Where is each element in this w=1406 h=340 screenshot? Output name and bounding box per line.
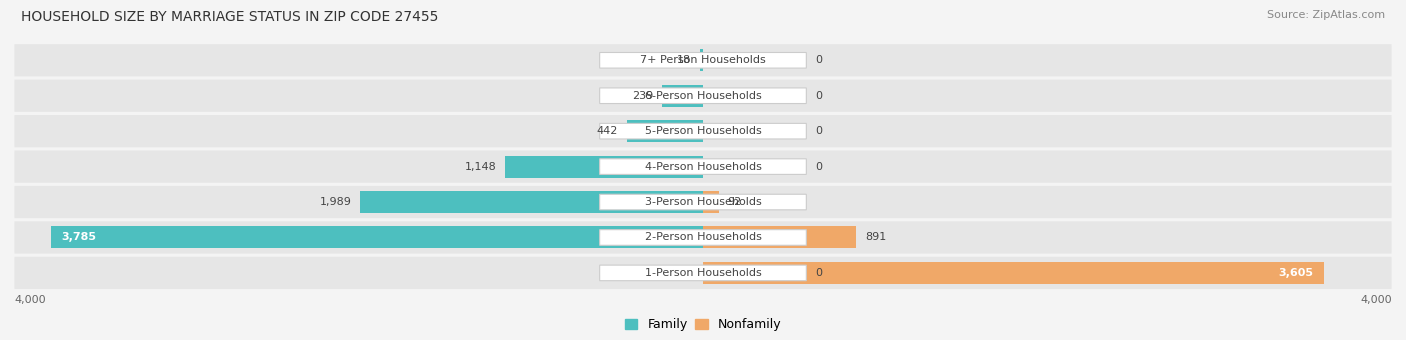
Text: 3,605: 3,605 bbox=[1278, 268, 1313, 278]
Bar bbox=[627, 120, 703, 142]
FancyBboxPatch shape bbox=[599, 230, 807, 245]
Text: HOUSEHOLD SIZE BY MARRIAGE STATUS IN ZIP CODE 27455: HOUSEHOLD SIZE BY MARRIAGE STATUS IN ZIP… bbox=[21, 10, 439, 24]
Text: 1,148: 1,148 bbox=[465, 162, 496, 172]
FancyBboxPatch shape bbox=[14, 151, 1392, 183]
FancyBboxPatch shape bbox=[14, 257, 1392, 289]
Text: 0: 0 bbox=[815, 162, 823, 172]
Text: 3-Person Households: 3-Person Households bbox=[644, 197, 762, 207]
Bar bbox=[700, 49, 703, 71]
Text: 4,000: 4,000 bbox=[1361, 295, 1392, 305]
Text: 5-Person Households: 5-Person Households bbox=[644, 126, 762, 136]
Bar bbox=[51, 226, 703, 249]
FancyBboxPatch shape bbox=[14, 221, 1392, 254]
Text: 7+ Person Households: 7+ Person Households bbox=[640, 55, 766, 65]
Text: 6-Person Households: 6-Person Households bbox=[644, 91, 762, 101]
Text: 0: 0 bbox=[815, 91, 823, 101]
Bar bbox=[703, 226, 856, 249]
FancyBboxPatch shape bbox=[599, 123, 807, 139]
Text: Source: ZipAtlas.com: Source: ZipAtlas.com bbox=[1267, 10, 1385, 20]
Text: 1-Person Households: 1-Person Households bbox=[644, 268, 762, 278]
FancyBboxPatch shape bbox=[599, 265, 807, 281]
Bar bbox=[360, 191, 703, 213]
Text: 442: 442 bbox=[598, 126, 619, 136]
Bar bbox=[662, 85, 703, 107]
Legend: Family, Nonfamily: Family, Nonfamily bbox=[624, 319, 782, 332]
Text: 0: 0 bbox=[815, 268, 823, 278]
FancyBboxPatch shape bbox=[14, 44, 1392, 76]
Text: 18: 18 bbox=[678, 55, 692, 65]
Text: 239: 239 bbox=[631, 91, 654, 101]
Text: 0: 0 bbox=[815, 55, 823, 65]
Bar bbox=[703, 191, 718, 213]
Text: 92: 92 bbox=[727, 197, 742, 207]
FancyBboxPatch shape bbox=[599, 52, 807, 68]
Bar bbox=[703, 262, 1324, 284]
FancyBboxPatch shape bbox=[14, 115, 1392, 147]
Text: 2-Person Households: 2-Person Households bbox=[644, 233, 762, 242]
Text: 4,000: 4,000 bbox=[14, 295, 45, 305]
FancyBboxPatch shape bbox=[14, 186, 1392, 218]
Text: 3,785: 3,785 bbox=[62, 233, 97, 242]
Text: 1,989: 1,989 bbox=[321, 197, 352, 207]
FancyBboxPatch shape bbox=[599, 159, 807, 174]
Text: 0: 0 bbox=[815, 126, 823, 136]
Text: 891: 891 bbox=[865, 233, 886, 242]
FancyBboxPatch shape bbox=[14, 80, 1392, 112]
Bar bbox=[505, 156, 703, 177]
FancyBboxPatch shape bbox=[599, 194, 807, 210]
FancyBboxPatch shape bbox=[599, 88, 807, 103]
Text: 4-Person Households: 4-Person Households bbox=[644, 162, 762, 172]
